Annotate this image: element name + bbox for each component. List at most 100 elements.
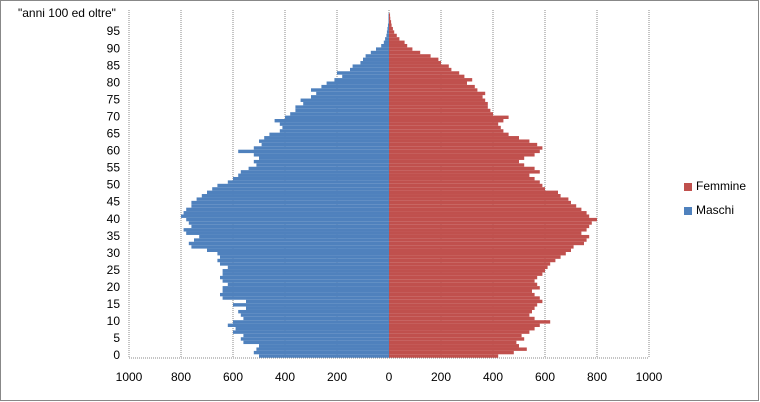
bar xyxy=(253,159,389,164)
legend-swatch xyxy=(684,207,692,215)
bar xyxy=(191,245,389,249)
bar xyxy=(188,221,389,225)
bar xyxy=(243,333,389,338)
bar xyxy=(253,146,389,150)
bar xyxy=(389,327,535,331)
bar xyxy=(389,306,535,310)
bar xyxy=(389,30,395,34)
y-tick-label: 45 xyxy=(107,195,121,209)
bar xyxy=(227,265,389,270)
bar xyxy=(389,115,509,120)
bar xyxy=(389,214,590,218)
bar xyxy=(389,156,525,160)
bar xyxy=(282,125,389,130)
bar xyxy=(243,340,389,345)
bar xyxy=(295,108,389,113)
bar xyxy=(337,71,389,75)
bar xyxy=(240,170,389,174)
bar xyxy=(389,248,571,252)
bar xyxy=(220,255,389,259)
bar xyxy=(389,153,535,157)
bar xyxy=(194,238,389,242)
bar xyxy=(217,183,389,188)
bar xyxy=(389,67,452,72)
bar xyxy=(238,149,389,154)
bar xyxy=(389,344,519,348)
bar xyxy=(389,50,421,55)
y-tick-label: 55 xyxy=(107,161,121,175)
bar xyxy=(233,330,389,334)
bar xyxy=(191,200,389,205)
y-tick-label: 5 xyxy=(113,331,120,345)
bar xyxy=(389,125,501,130)
bar xyxy=(290,112,389,116)
bar xyxy=(389,282,538,287)
bar xyxy=(233,303,389,307)
bar xyxy=(269,132,389,137)
bar xyxy=(389,313,530,317)
bar xyxy=(389,37,400,41)
bar xyxy=(186,217,389,222)
bar xyxy=(389,309,532,314)
bar xyxy=(227,282,389,287)
bar xyxy=(264,136,389,140)
bar xyxy=(389,105,488,109)
bar xyxy=(389,16,391,21)
bar xyxy=(389,47,413,51)
bar xyxy=(389,98,486,102)
bar xyxy=(186,231,389,235)
bar xyxy=(389,231,582,235)
bar xyxy=(389,129,504,133)
bar xyxy=(259,156,389,160)
bar xyxy=(389,95,483,99)
bar xyxy=(389,337,525,341)
y-tick-label: 75 xyxy=(107,92,121,106)
bar xyxy=(235,327,389,331)
bar xyxy=(316,91,389,96)
bar xyxy=(389,190,558,195)
bar xyxy=(389,286,540,290)
bar xyxy=(389,64,449,68)
bar xyxy=(387,23,389,27)
legend-swatch xyxy=(684,183,692,191)
bar xyxy=(222,286,389,290)
bar xyxy=(285,115,389,120)
bar xyxy=(220,275,389,280)
bar xyxy=(389,320,551,324)
bar xyxy=(303,101,389,106)
bar xyxy=(389,340,517,345)
bar xyxy=(389,112,493,116)
bar xyxy=(389,224,590,229)
bar xyxy=(220,262,389,266)
bar xyxy=(256,163,389,167)
bar xyxy=(389,217,597,222)
bar xyxy=(199,234,389,239)
x-tick-label: 1000 xyxy=(636,370,663,384)
bar xyxy=(389,330,530,334)
legend-label: Maschi xyxy=(696,203,734,217)
bar xyxy=(389,299,543,304)
y-tick-label: 20 xyxy=(107,280,121,294)
bar xyxy=(363,57,389,62)
bar xyxy=(389,54,431,58)
bar xyxy=(186,207,389,212)
bar xyxy=(381,43,389,48)
bar xyxy=(389,176,535,181)
bar xyxy=(389,354,499,358)
bar xyxy=(389,187,545,191)
bar xyxy=(220,292,389,297)
bar xyxy=(389,251,566,256)
y-tick-label: 85 xyxy=(107,58,121,72)
bar xyxy=(389,197,569,201)
bar xyxy=(389,166,535,171)
bar xyxy=(334,78,389,82)
bar xyxy=(222,296,389,300)
bar xyxy=(201,194,389,198)
y-tick-label: 80 xyxy=(107,75,121,89)
bar xyxy=(389,258,556,263)
bar xyxy=(389,269,545,273)
y-tick-label: 95 xyxy=(107,24,121,38)
bar xyxy=(389,149,540,154)
bar xyxy=(261,142,389,147)
